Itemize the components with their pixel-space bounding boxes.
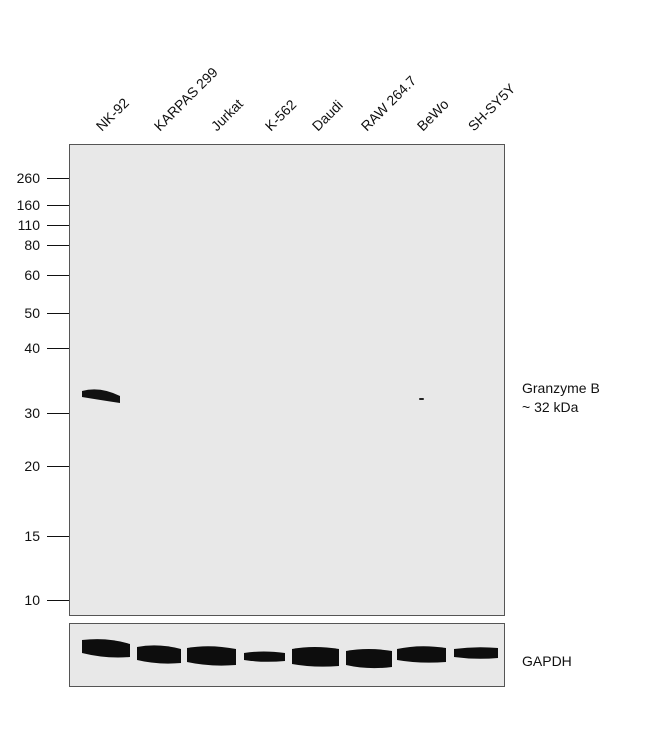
marker-label-10: 10 bbox=[24, 592, 40, 608]
gapdh-band-k-562 bbox=[244, 651, 285, 662]
marker-label-40: 40 bbox=[24, 340, 40, 356]
granzyme-b-speck-bewo bbox=[419, 398, 424, 400]
marker-label-110: 110 bbox=[17, 217, 40, 233]
loading-control-label: GAPDH bbox=[522, 653, 572, 669]
gapdh-band-raw-264-7 bbox=[346, 649, 392, 669]
marker-tick-15 bbox=[47, 536, 69, 537]
granzyme-b-blot bbox=[69, 144, 505, 616]
gapdh-band-daudi bbox=[292, 647, 339, 667]
marker-tick-10 bbox=[47, 600, 69, 601]
marker-label-30: 30 bbox=[24, 405, 40, 421]
marker-label-80: 80 bbox=[24, 237, 40, 253]
marker-tick-80 bbox=[47, 245, 69, 246]
marker-tick-40 bbox=[47, 348, 69, 349]
marker-tick-160 bbox=[47, 205, 69, 206]
gapdh-band-jurkat bbox=[187, 646, 236, 666]
gapdh-band-sh-sy5y bbox=[454, 647, 498, 659]
marker-label-20: 20 bbox=[24, 458, 40, 474]
granzyme-b-band-nk-92 bbox=[82, 389, 120, 403]
marker-tick-60 bbox=[47, 275, 69, 276]
marker-tick-20 bbox=[47, 466, 69, 467]
gapdh-band-karpas-299 bbox=[137, 645, 181, 664]
marker-tick-260 bbox=[47, 178, 69, 179]
marker-tick-110 bbox=[47, 225, 69, 226]
marker-label-50: 50 bbox=[24, 305, 40, 321]
target-size-label: ~ 32 kDa bbox=[522, 399, 579, 415]
marker-label-15: 15 bbox=[24, 528, 40, 544]
gapdh-band-nk-92 bbox=[82, 639, 130, 658]
marker-tick-30 bbox=[47, 413, 69, 414]
marker-label-260: 260 bbox=[16, 170, 40, 186]
marker-tick-50 bbox=[47, 313, 69, 314]
gapdh-band-bewo bbox=[397, 646, 446, 663]
target-name-label: Granzyme B bbox=[522, 380, 600, 396]
marker-label-60: 60 bbox=[24, 267, 40, 283]
marker-label-160: 160 bbox=[16, 197, 40, 213]
